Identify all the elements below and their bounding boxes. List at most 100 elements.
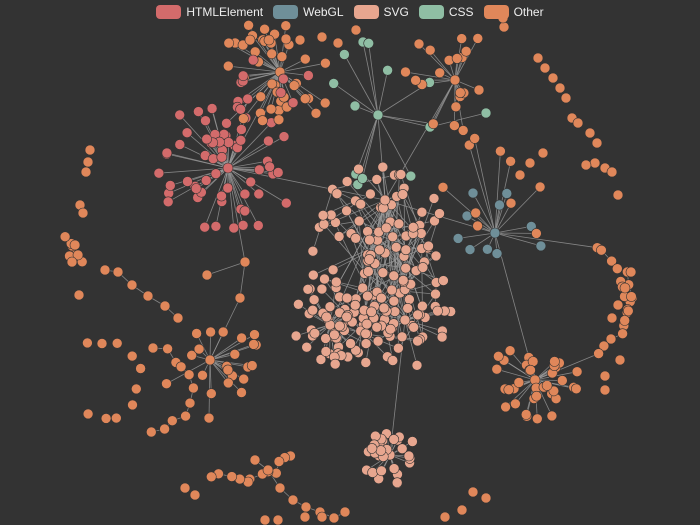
- graph-node-other[interactable]: [546, 410, 558, 422]
- graph-node-svg[interactable]: [430, 288, 441, 300]
- graph-node-other[interactable]: [413, 38, 425, 50]
- graph-node-htmlelement[interactable]: [182, 176, 193, 187]
- graph-node-other[interactable]: [320, 57, 331, 69]
- graph-node-other[interactable]: [427, 118, 439, 130]
- graph-node-other[interactable]: [262, 464, 274, 476]
- graph-node-htmlelement[interactable]: [210, 221, 222, 232]
- graph-node-svg[interactable]: [393, 342, 404, 354]
- graph-node-svg[interactable]: [429, 215, 440, 227]
- graph-node-css[interactable]: [328, 78, 340, 89]
- graph-node-htmlelement[interactable]: [253, 164, 265, 176]
- graph-node-other[interactable]: [135, 363, 146, 374]
- graph-node-other[interactable]: [493, 350, 504, 362]
- graph-node-svg[interactable]: [395, 169, 407, 180]
- graph-node-other[interactable]: [449, 120, 460, 131]
- graph-node-htmlelement[interactable]: [200, 115, 211, 126]
- graph-node-htmlelement[interactable]: [239, 188, 251, 200]
- graph-node-other[interactable]: [226, 471, 238, 482]
- graph-node-htmlelement[interactable]: [247, 54, 259, 66]
- graph-node-other[interactable]: [167, 415, 178, 427]
- graph-node-other[interactable]: [266, 78, 278, 90]
- graph-node-other[interactable]: [273, 114, 285, 125]
- graph-node-other[interactable]: [434, 67, 446, 79]
- graph-node-svg[interactable]: [365, 188, 376, 200]
- graph-node-other[interactable]: [222, 364, 234, 376]
- graph-node-other[interactable]: [480, 492, 492, 504]
- graph-node-other[interactable]: [96, 338, 108, 349]
- graph-node-other[interactable]: [619, 315, 631, 326]
- graph-node-svg[interactable]: [371, 321, 383, 333]
- graph-node-other[interactable]: [617, 328, 628, 340]
- graph-node-svg[interactable]: [387, 231, 399, 243]
- graph-node-htmlelement[interactable]: [263, 135, 274, 147]
- graph-node-svg[interactable]: [377, 161, 389, 173]
- graph-node-svg[interactable]: [320, 333, 331, 344]
- graph-node-webgl[interactable]: [452, 233, 464, 244]
- graph-node-other[interactable]: [257, 115, 268, 126]
- graph-node-other[interactable]: [572, 117, 584, 129]
- graph-node-other[interactable]: [467, 486, 479, 498]
- graph-node-svg[interactable]: [316, 283, 328, 295]
- graph-node-other[interactable]: [626, 291, 637, 302]
- graph-node-other[interactable]: [238, 113, 249, 124]
- graph-node-css[interactable]: [363, 37, 375, 49]
- graph-node-svg[interactable]: [400, 244, 412, 256]
- graph-node-htmlelement[interactable]: [280, 197, 292, 209]
- graph-node-svg[interactable]: [341, 176, 353, 187]
- graph-node-other[interactable]: [246, 360, 258, 371]
- graph-node-htmlelement[interactable]: [303, 70, 314, 81]
- graph-node-other[interactable]: [100, 413, 112, 424]
- graph-node-svg[interactable]: [390, 242, 402, 253]
- graph-node-svg[interactable]: [434, 208, 445, 219]
- graph-node-other[interactable]: [450, 101, 462, 113]
- graph-node-other[interactable]: [175, 361, 187, 373]
- graph-node-htmlelement[interactable]: [165, 180, 176, 191]
- graph-node-other[interactable]: [625, 266, 637, 278]
- graph-node-other[interactable]: [287, 494, 299, 506]
- graph-node-htmlelement[interactable]: [275, 87, 287, 98]
- graph-node-htmlelement[interactable]: [222, 182, 234, 194]
- graph-node-other[interactable]: [288, 80, 300, 91]
- graph-node-htmlelement[interactable]: [242, 93, 253, 105]
- graph-node-other[interactable]: [316, 31, 328, 43]
- graph-node-htmlelement[interactable]: [278, 73, 289, 85]
- graph-node-other[interactable]: [82, 408, 94, 420]
- graph-node-svg[interactable]: [372, 335, 384, 347]
- graph-node-svg[interactable]: [400, 262, 412, 274]
- graph-node-other[interactable]: [73, 289, 85, 301]
- graph-node-css[interactable]: [357, 173, 368, 184]
- graph-node-htmlelement[interactable]: [200, 175, 212, 186]
- graph-node-other[interactable]: [248, 339, 259, 350]
- graph-node-svg[interactable]: [397, 189, 409, 200]
- graph-node-svg[interactable]: [380, 222, 392, 234]
- graph-node-svg[interactable]: [349, 299, 361, 311]
- graph-node-other[interactable]: [470, 207, 482, 219]
- graph-node-htmlelement[interactable]: [237, 220, 249, 231]
- graph-node-webgl[interactable]: [467, 187, 479, 199]
- graph-node-other[interactable]: [259, 514, 271, 525]
- graph-node-svg[interactable]: [320, 346, 332, 357]
- graph-node-other[interactable]: [539, 62, 551, 74]
- graph-node-other[interactable]: [266, 48, 278, 60]
- graph-node-other[interactable]: [580, 159, 592, 171]
- graph-node-svg[interactable]: [377, 267, 389, 279]
- graph-node-css[interactable]: [480, 107, 492, 119]
- graph-node-svg[interactable]: [407, 222, 419, 233]
- graph-node-other[interactable]: [584, 127, 596, 139]
- graph-node-htmlelement[interactable]: [216, 190, 227, 202]
- graph-node-svg[interactable]: [364, 234, 375, 246]
- graph-node-svg[interactable]: [402, 302, 414, 314]
- graph-node-other[interactable]: [223, 60, 234, 72]
- graph-node-svg[interactable]: [301, 341, 313, 353]
- graph-node-other[interactable]: [339, 506, 351, 518]
- graph-node-other[interactable]: [598, 340, 610, 352]
- graph-node-css[interactable]: [405, 170, 417, 182]
- graph-node-other[interactable]: [72, 249, 84, 261]
- graph-node-other[interactable]: [570, 383, 582, 395]
- graph-node-other[interactable]: [131, 383, 142, 395]
- graph-node-svg[interactable]: [333, 231, 345, 242]
- graph-node-webgl[interactable]: [489, 227, 501, 239]
- graph-node-other[interactable]: [188, 382, 199, 394]
- graph-node-other[interactable]: [217, 326, 229, 338]
